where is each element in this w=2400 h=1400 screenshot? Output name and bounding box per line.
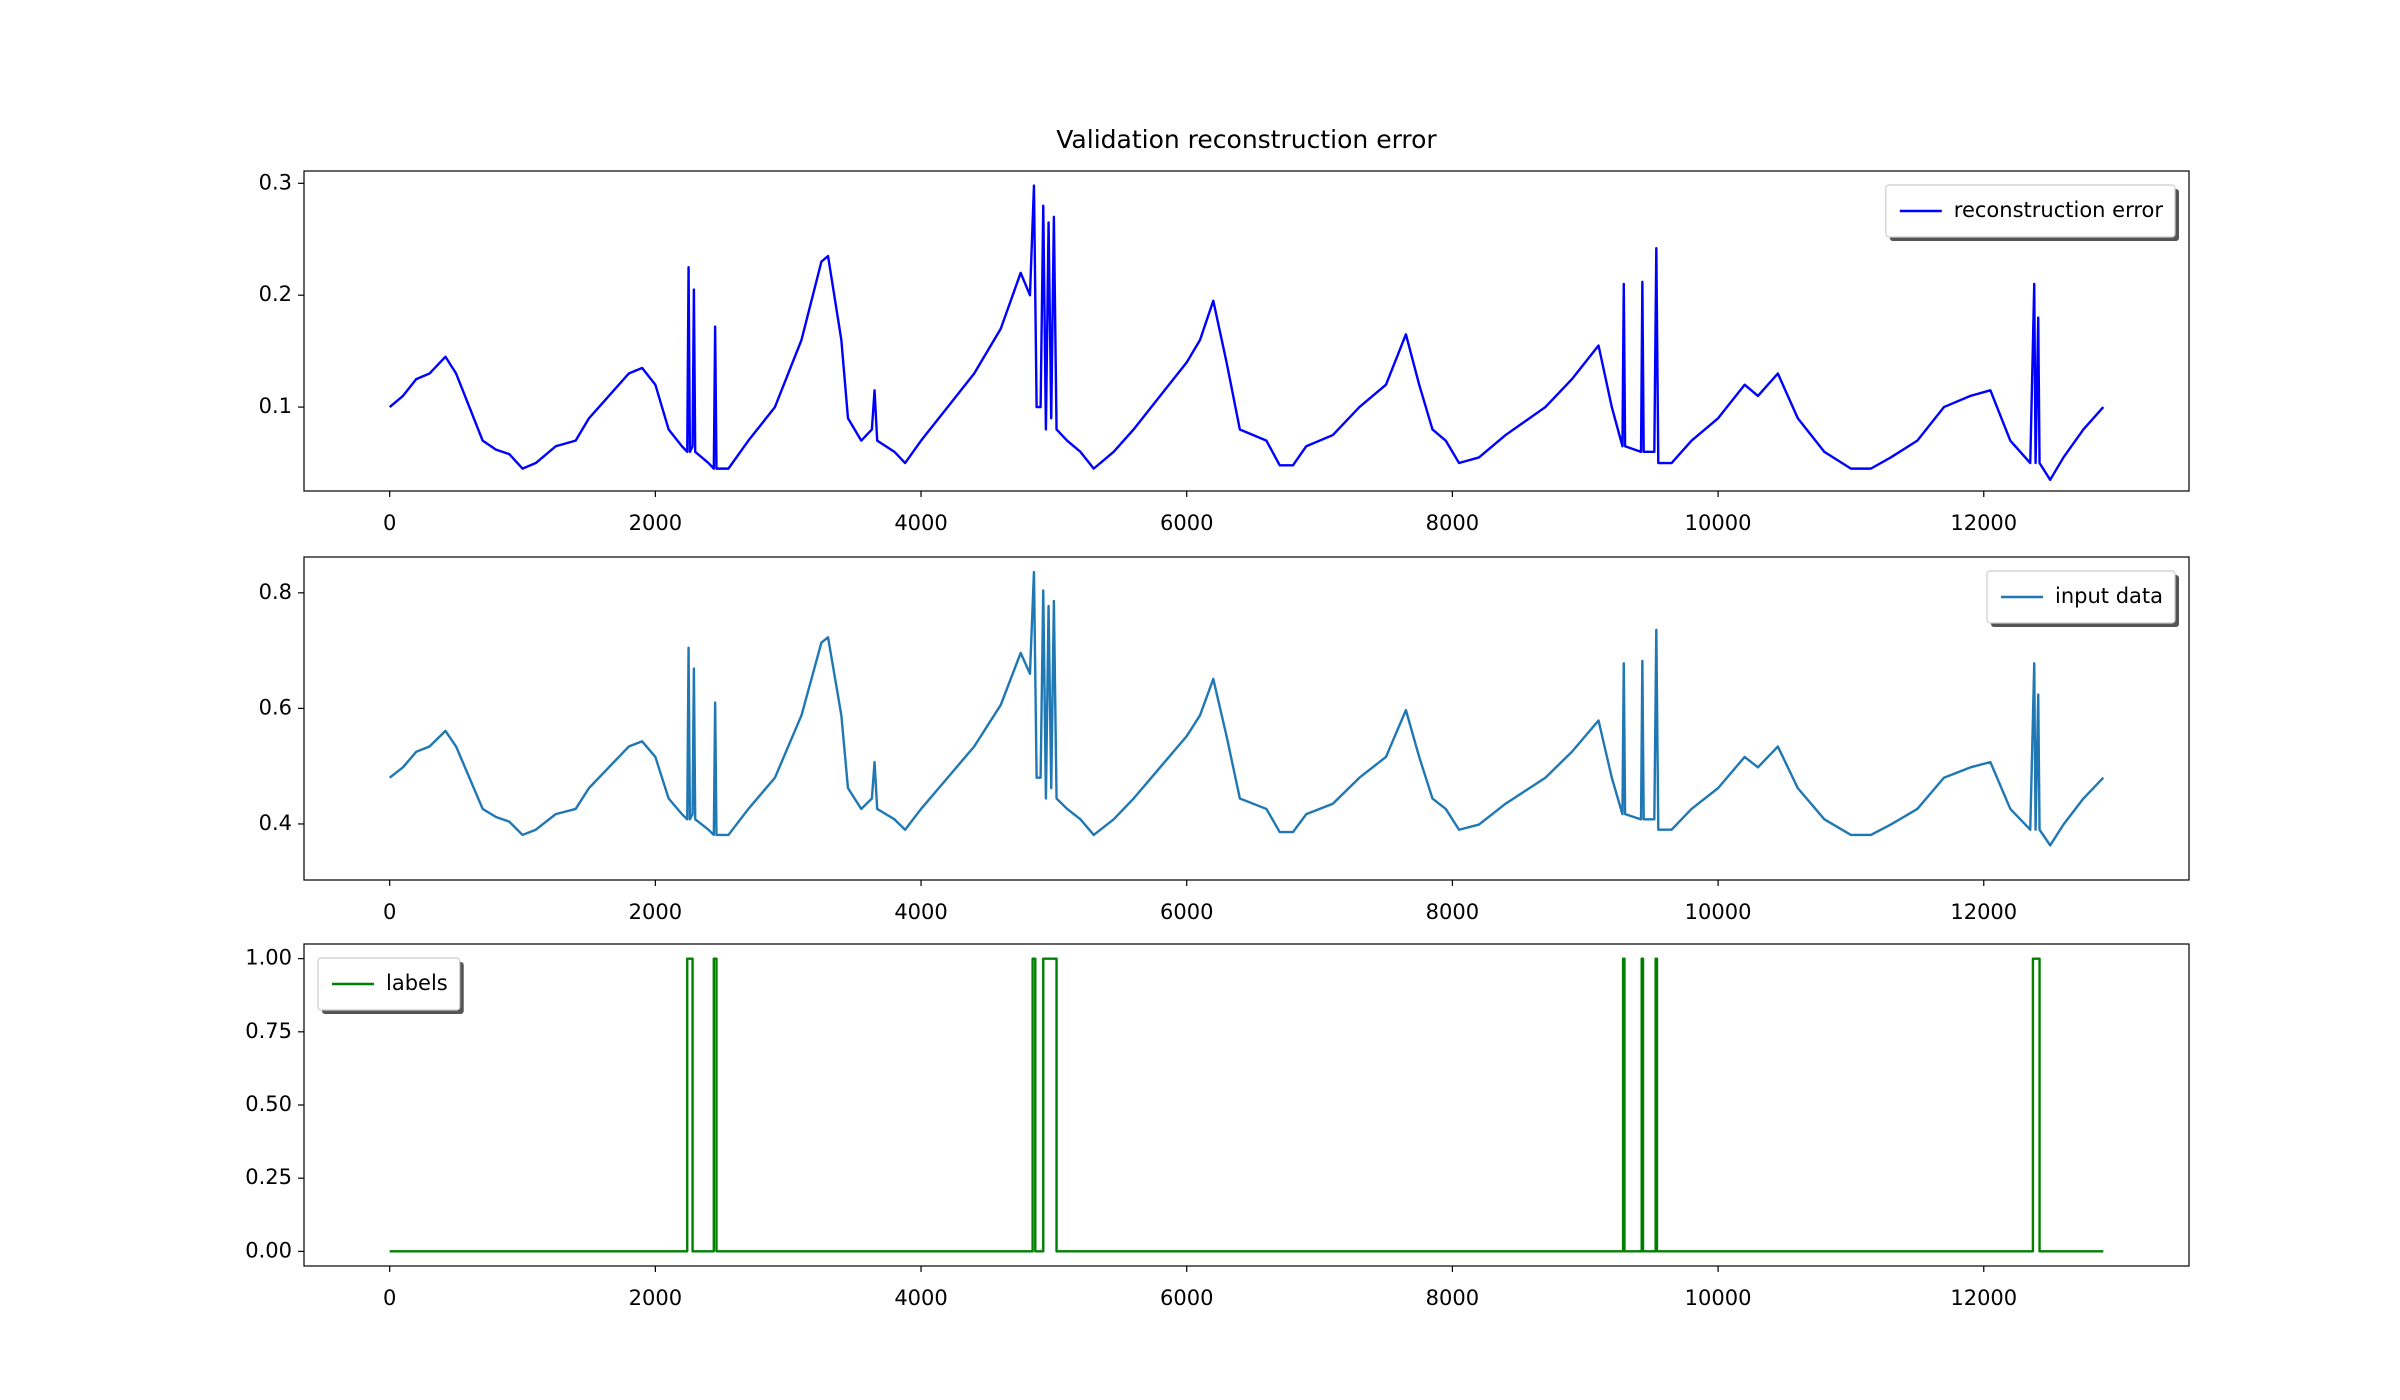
legend-box <box>1885 184 2176 238</box>
plot-frame <box>303 556 2190 881</box>
y-tick-label: 0.00 <box>245 1238 292 1262</box>
y-tick-label: 0.75 <box>245 1019 292 1043</box>
x-tick-label: 6000 <box>1160 511 1213 535</box>
x-tick-label: 2000 <box>629 511 682 535</box>
x-tick-label: 10000 <box>1685 900 1752 924</box>
x-tick-label: 12000 <box>1950 900 2017 924</box>
y-tick-label: 1.00 <box>245 946 292 970</box>
line-series <box>388 570 2105 847</box>
line-series <box>389 957 2104 1253</box>
x-tick-label: 2000 <box>629 1286 682 1310</box>
x-tick-label: 10000 <box>1685 511 1752 535</box>
legend-box <box>1986 570 2176 624</box>
legend-box <box>317 957 461 1011</box>
legend-label: input data <box>2055 584 2163 608</box>
y-tick-label: 0.50 <box>245 1092 292 1116</box>
x-tick-label: 8000 <box>1426 1286 1479 1310</box>
x-tick-label: 4000 <box>894 511 947 535</box>
chart-title: Validation reconstruction error <box>1056 125 1437 154</box>
y-tick-label: 0.8 <box>259 580 292 604</box>
y-tick-label: 0.25 <box>245 1165 292 1189</box>
x-tick-label: 6000 <box>1160 1286 1213 1310</box>
y-tick-label: 0.6 <box>259 695 292 719</box>
y-tick-label: 0.1 <box>259 394 292 418</box>
x-tick-label: 8000 <box>1426 900 1479 924</box>
x-tick-label: 0 <box>383 1286 396 1310</box>
legend-label: reconstruction error <box>1954 198 2164 222</box>
plot-frame <box>303 170 2190 492</box>
x-tick-label: 12000 <box>1950 511 2017 535</box>
line-series <box>388 184 2105 482</box>
y-tick-label: 0.2 <box>259 282 292 306</box>
legend-label: labels <box>386 971 448 995</box>
plot-frame <box>303 943 2190 1267</box>
x-tick-label: 10000 <box>1685 1286 1752 1310</box>
x-tick-label: 0 <box>383 900 396 924</box>
x-tick-label: 4000 <box>894 900 947 924</box>
x-tick-label: 4000 <box>894 1286 947 1310</box>
x-tick-label: 12000 <box>1950 1286 2017 1310</box>
x-tick-label: 0 <box>383 511 396 535</box>
y-tick-label: 0.3 <box>259 170 292 194</box>
x-tick-label: 8000 <box>1426 511 1479 535</box>
y-tick-label: 0.4 <box>259 811 292 835</box>
x-tick-label: 6000 <box>1160 900 1213 924</box>
x-tick-label: 2000 <box>629 900 682 924</box>
